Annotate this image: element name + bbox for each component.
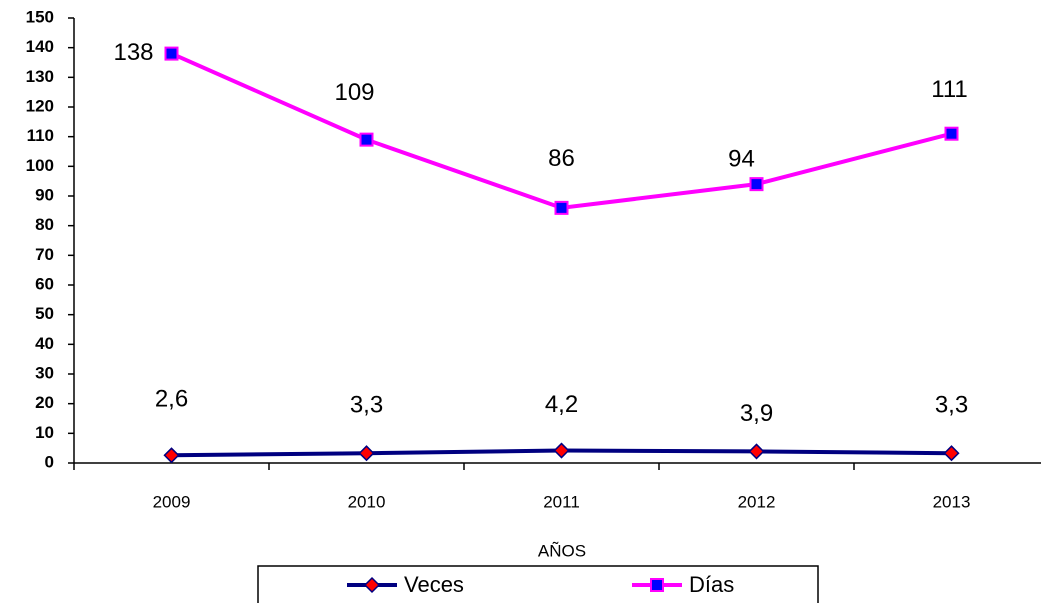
y-tick-label: 30 bbox=[35, 363, 54, 382]
y-tick-label: 150 bbox=[26, 7, 54, 26]
data-label: 4,2 bbox=[545, 391, 578, 418]
y-tick-label: 40 bbox=[35, 334, 54, 353]
point bbox=[553, 442, 570, 459]
y-tick-label: 140 bbox=[26, 37, 54, 56]
data-label: 3,3 bbox=[350, 392, 383, 419]
data-label: 94 bbox=[728, 145, 755, 172]
y-tick-label: 50 bbox=[35, 304, 54, 323]
x-axis-label: AÑOS bbox=[538, 541, 586, 560]
point bbox=[554, 200, 569, 215]
x-tick-label: 2010 bbox=[348, 492, 386, 511]
point bbox=[163, 447, 180, 464]
data-label: 111 bbox=[931, 76, 967, 103]
x-tick-label: 2013 bbox=[933, 492, 971, 511]
x-tick-label: 2009 bbox=[153, 492, 191, 511]
y-tick-label: 120 bbox=[26, 96, 54, 115]
point bbox=[944, 126, 959, 141]
y-tick-label: 20 bbox=[35, 393, 54, 412]
data-label: 3,3 bbox=[935, 392, 968, 419]
data-label: 2,6 bbox=[155, 386, 188, 413]
y-tick-label: 70 bbox=[35, 245, 54, 264]
y-tick-label: 60 bbox=[35, 274, 54, 293]
y-tick-label: 80 bbox=[35, 215, 54, 234]
y-tick-label: 0 bbox=[45, 452, 54, 471]
legend-marker bbox=[650, 578, 664, 592]
point bbox=[164, 46, 179, 61]
y-tick-label: 90 bbox=[35, 185, 54, 204]
data-label: 3,9 bbox=[740, 400, 773, 427]
y-tick-label: 100 bbox=[26, 156, 54, 175]
point bbox=[359, 132, 374, 147]
legend-label: Días bbox=[689, 572, 734, 597]
data-label: 86 bbox=[548, 145, 575, 172]
point bbox=[943, 445, 960, 462]
point bbox=[749, 177, 764, 192]
data-label: 138 bbox=[113, 39, 153, 66]
data-label: 109 bbox=[334, 79, 374, 106]
y-tick-label: 110 bbox=[27, 126, 54, 145]
y-tick-label: 130 bbox=[26, 67, 54, 86]
x-tick-label: 2011 bbox=[543, 492, 580, 511]
x-tick-label: 2012 bbox=[738, 492, 776, 511]
legend-marker bbox=[363, 576, 381, 594]
legend-label: Veces bbox=[404, 572, 464, 597]
point bbox=[748, 443, 765, 460]
series-line bbox=[170, 51, 953, 210]
point bbox=[358, 445, 375, 462]
y-tick-label: 10 bbox=[35, 423, 54, 442]
